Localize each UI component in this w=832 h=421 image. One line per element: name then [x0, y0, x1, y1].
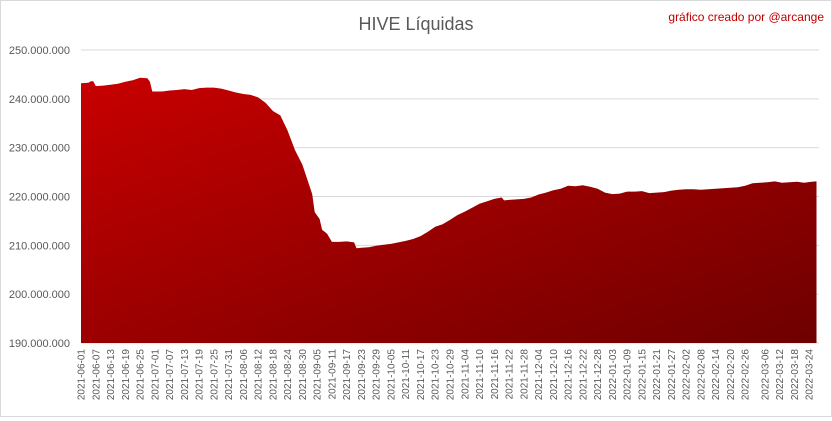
x-tick-label: 2021-07-25 — [209, 349, 220, 401]
x-tick-label: 2022-01-21 — [652, 349, 663, 401]
x-tick-label: 2021-11-04 — [460, 349, 471, 400]
x-tick-label: 2021-12-28 — [593, 349, 604, 401]
y-tick-label: 200.000.000 — [9, 289, 70, 301]
x-tick-label: 2022-02-02 — [682, 349, 693, 401]
x-tick-label: 2022-03-12 — [775, 349, 786, 401]
x-tick-label: 2022-01-15 — [637, 349, 648, 401]
x-tick-label: 2022-01-09 — [623, 349, 634, 401]
y-tick-label: 190.000.000 — [9, 338, 70, 350]
x-tick-label: 2021-07-13 — [180, 349, 191, 401]
x-tick-label: 2021-06-13 — [106, 349, 117, 401]
x-tick-label: 2021-06-07 — [91, 349, 102, 401]
x-tick-label: 2021-11-10 — [475, 349, 486, 400]
x-tick-label: 2021-09-29 — [372, 349, 383, 401]
x-tick-label: 2021-06-25 — [136, 349, 147, 401]
x-tick-label: 2021-12-22 — [578, 349, 589, 401]
chart-title: HIVE Líquidas — [358, 14, 473, 34]
x-tick-label: 2022-02-08 — [696, 349, 707, 401]
x-tick-label: 2021-06-19 — [121, 349, 132, 401]
x-tick-label: 2022-01-03 — [608, 349, 619, 401]
x-tick-label: 2021-07-31 — [224, 349, 235, 401]
x-tick-label: 2021-08-30 — [298, 349, 309, 401]
x-tick-label: 2021-10-17 — [416, 349, 427, 401]
x-tick-label: 2021-12-10 — [549, 349, 560, 401]
x-tick-label: 2021-12-16 — [564, 349, 575, 401]
x-tick-label: 2021-10-23 — [431, 349, 442, 401]
x-tick-label: 2021-11-22 — [505, 349, 516, 400]
y-tick-label: 240.000.000 — [9, 94, 70, 106]
y-tick-label: 230.000.000 — [9, 143, 70, 155]
x-axis-ticks: 2021-06-01 2021-06-07 2021-06-13 2021-06-19… — [77, 349, 816, 401]
x-tick-label: 2022-02-26 — [741, 349, 752, 401]
x-tick-label: 2021-09-05 — [313, 349, 324, 401]
y-tick-label: 250.000.000 — [9, 45, 70, 57]
x-tick-label: 2021-12-04 — [534, 349, 545, 401]
x-tick-label: 2021-08-24 — [283, 349, 294, 401]
x-tick-label: 2021-07-07 — [165, 349, 176, 401]
x-tick-label: 2021-08-06 — [239, 349, 250, 401]
x-tick-label: 2022-01-27 — [667, 349, 678, 401]
x-tick-label: 2022-03-06 — [760, 349, 771, 401]
y-tick-label: 210.000.000 — [9, 240, 70, 252]
y-axis-ticks: 190.000.000 200.000.000 210.000.000 220.000… — [9, 45, 70, 350]
x-tick-label: 2022-02-20 — [726, 349, 737, 401]
area-series-fill — [81, 77, 817, 344]
x-tick-label: 2021-10-11 — [401, 349, 412, 400]
x-tick-label: 2021-09-23 — [357, 349, 368, 401]
y-tick-label: 220.000.000 — [9, 192, 70, 204]
x-tick-label: 2021-11-28 — [519, 349, 530, 400]
x-tick-label: 2021-08-12 — [254, 349, 265, 401]
x-tick-label: 2022-03-24 — [805, 349, 816, 401]
x-tick-label: 2021-08-18 — [268, 349, 279, 401]
x-tick-label: 2021-10-29 — [446, 349, 457, 401]
x-tick-label: 2021-07-19 — [195, 349, 206, 401]
x-tick-label: 2022-02-14 — [711, 349, 722, 401]
chart-credit: gráfico creado por @arcange — [668, 10, 824, 24]
x-tick-label: 2021-09-11 — [327, 349, 338, 400]
x-tick-label: 2021-09-17 — [342, 349, 353, 401]
x-tick-label: 2021-07-01 — [150, 349, 161, 401]
x-tick-label: 2021-10-05 — [387, 349, 398, 401]
x-tick-label: 2021-11-16 — [490, 349, 501, 400]
area-series — [81, 77, 817, 344]
x-tick-label: 2021-06-01 — [77, 349, 88, 401]
x-tick-label: 2022-03-18 — [790, 349, 801, 401]
